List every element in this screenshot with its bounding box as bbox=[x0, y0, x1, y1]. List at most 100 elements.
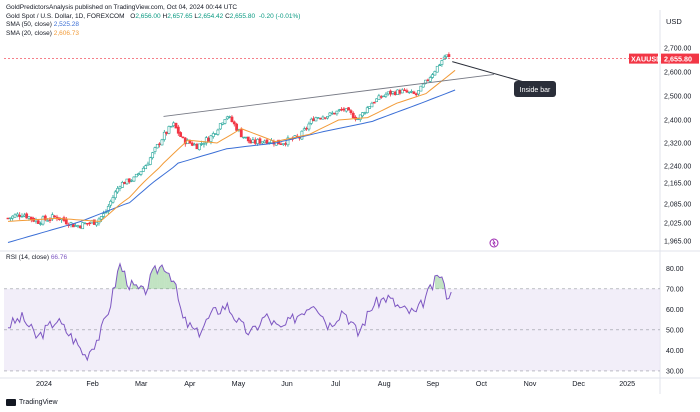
candle-body bbox=[15, 213, 19, 217]
sma50-value: 2,525.28 bbox=[53, 21, 80, 29]
candle-body bbox=[155, 144, 159, 149]
rsi-overbought-fill bbox=[434, 275, 438, 289]
candle-body bbox=[300, 130, 304, 140]
candle-body bbox=[251, 139, 255, 143]
candle-body bbox=[316, 117, 320, 119]
candle-body bbox=[176, 126, 180, 134]
price-axis-tick: 2,700.00 bbox=[664, 46, 691, 53]
candle-body bbox=[249, 140, 253, 144]
candle-body bbox=[335, 110, 339, 115]
rsi-value: 66.76 bbox=[50, 254, 68, 261]
sma50-legend[interactable]: SMA (50, close) 2,525.28 bbox=[6, 21, 300, 30]
time-axis-tick: Jun bbox=[281, 379, 293, 388]
candle-body bbox=[8, 217, 12, 219]
candle-body bbox=[95, 222, 99, 226]
candle-body bbox=[221, 122, 225, 125]
candle-body bbox=[337, 109, 341, 111]
sma20-legend[interactable]: SMA (20, close) 2,606.73 bbox=[6, 30, 300, 39]
ohlc-close: 2,655.80 bbox=[229, 12, 256, 20]
candle-body bbox=[368, 106, 371, 109]
candle-body bbox=[414, 93, 418, 96]
price-axis-tick: 2,400.00 bbox=[664, 118, 691, 125]
candle-body bbox=[132, 176, 136, 182]
price-axis-tick: 1,965.00 bbox=[664, 239, 691, 246]
candle-body bbox=[391, 91, 395, 94]
candle-body bbox=[74, 225, 78, 227]
candle-body bbox=[144, 165, 148, 170]
price-axis-tick: 2,600.00 bbox=[664, 70, 691, 77]
candle-body bbox=[386, 91, 390, 95]
candle-body bbox=[440, 60, 444, 65]
ohlc-o-label: O bbox=[130, 12, 136, 20]
candle-body bbox=[426, 79, 430, 82]
candle-body bbox=[309, 118, 313, 124]
candle-body bbox=[379, 96, 383, 98]
candle-body bbox=[209, 135, 213, 142]
rsi-overbought-fill bbox=[439, 276, 442, 289]
candle-body bbox=[242, 136, 246, 139]
candle-body bbox=[312, 118, 315, 122]
candle-body bbox=[13, 214, 17, 218]
candle-body bbox=[342, 108, 346, 111]
candle-body bbox=[375, 98, 378, 103]
annotation-box[interactable] bbox=[514, 81, 556, 97]
symbol-tag bbox=[629, 53, 658, 64]
candle-body bbox=[279, 143, 283, 145]
candle-body bbox=[228, 116, 232, 118]
rsi-axis-tick: 60.00 bbox=[666, 307, 684, 314]
candle-body bbox=[382, 95, 385, 98]
ohlc-readout: O2,656.00 H2,657.65 L2,654.42 C2,655.80 … bbox=[130, 13, 300, 22]
price-chart-svg[interactable]: 2,700.00 2,600.00 2,500.00 2,400.00 2,320.00… bbox=[0, 0, 700, 398]
rsi-label: RSI (14, close) bbox=[6, 254, 49, 261]
candle-body bbox=[412, 91, 416, 94]
candle-body bbox=[419, 85, 423, 92]
event-icon[interactable] bbox=[489, 238, 499, 248]
candle-body bbox=[330, 112, 334, 115]
candle-body bbox=[284, 143, 288, 145]
candle-body bbox=[46, 220, 50, 222]
candle-body bbox=[169, 125, 173, 128]
rsi-overbought-fill bbox=[159, 264, 162, 289]
rsi-axis-tick: 40.00 bbox=[666, 348, 684, 355]
candle-body bbox=[207, 137, 211, 142]
rsi-legend[interactable]: RSI (14, close) 66.76 bbox=[6, 254, 67, 261]
time-axis-tick: Aug bbox=[378, 379, 391, 388]
time-axis-tick: 2025 bbox=[619, 379, 635, 388]
candle-body bbox=[125, 178, 129, 185]
candle-body bbox=[127, 178, 131, 183]
candle-body bbox=[88, 222, 92, 225]
resistance-trendline[interactable] bbox=[163, 73, 495, 117]
candle-body bbox=[356, 118, 360, 121]
ohlc-l-label: L bbox=[194, 12, 198, 20]
candle-body bbox=[256, 139, 260, 144]
time-axis-tick: Oct bbox=[476, 379, 487, 388]
symbol-tag-text: XAUUSD bbox=[631, 55, 661, 64]
candle-body bbox=[83, 222, 87, 225]
candle-body bbox=[403, 89, 406, 91]
ohlc-h-label: H bbox=[162, 12, 168, 20]
candle-body bbox=[431, 74, 434, 78]
candle-body bbox=[81, 222, 85, 230]
candle-body bbox=[246, 136, 250, 142]
candle-body bbox=[326, 116, 329, 119]
candle-body bbox=[64, 219, 68, 225]
candle-body bbox=[36, 220, 40, 224]
candle-body bbox=[85, 223, 89, 225]
time-axis-tick: Apr bbox=[184, 379, 196, 388]
price-axis-tick: 2,500.00 bbox=[664, 94, 691, 101]
candle-body bbox=[6, 217, 10, 220]
rsi-line bbox=[7, 262, 452, 362]
rsi-overbought-fill bbox=[161, 264, 165, 289]
candle-body bbox=[424, 79, 427, 84]
ohlc-high: 2,657.65 bbox=[167, 12, 193, 20]
candle-body bbox=[193, 143, 197, 146]
footer: TradingView bbox=[6, 399, 58, 406]
footer-brand: TradingView bbox=[19, 399, 58, 406]
candle-body bbox=[433, 71, 437, 76]
candle-body bbox=[141, 167, 145, 172]
candle-body bbox=[181, 136, 185, 139]
time-axis-tick: Dec bbox=[572, 379, 585, 388]
candle-body bbox=[393, 91, 397, 96]
ohlc-open: 2,656.00 bbox=[135, 12, 161, 20]
tradingview-logo-icon bbox=[6, 399, 16, 406]
